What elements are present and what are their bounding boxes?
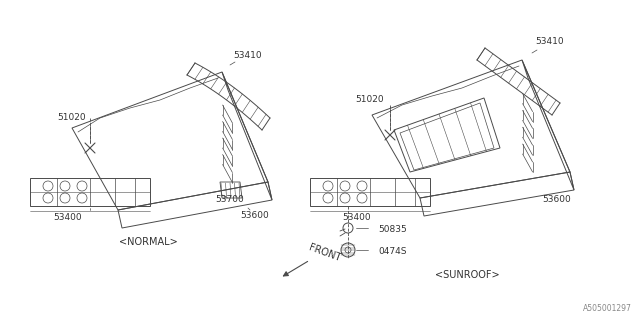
Text: 53600: 53600 <box>241 211 269 220</box>
Text: 51020: 51020 <box>356 95 384 105</box>
Text: 53700: 53700 <box>216 196 244 204</box>
Text: 53600: 53600 <box>543 196 572 204</box>
Text: 0474S: 0474S <box>379 247 407 257</box>
Text: <SUNROOF>: <SUNROOF> <box>435 270 499 280</box>
Text: 53400: 53400 <box>342 213 371 222</box>
Text: 53400: 53400 <box>54 213 83 222</box>
Text: 53410: 53410 <box>234 51 262 60</box>
Text: <NORMAL>: <NORMAL> <box>118 237 177 247</box>
Text: 51020: 51020 <box>58 114 86 123</box>
Text: FRONT: FRONT <box>308 243 342 263</box>
Text: A505001297: A505001297 <box>583 304 632 313</box>
Text: 53410: 53410 <box>536 37 564 46</box>
Text: 50835: 50835 <box>379 226 408 235</box>
